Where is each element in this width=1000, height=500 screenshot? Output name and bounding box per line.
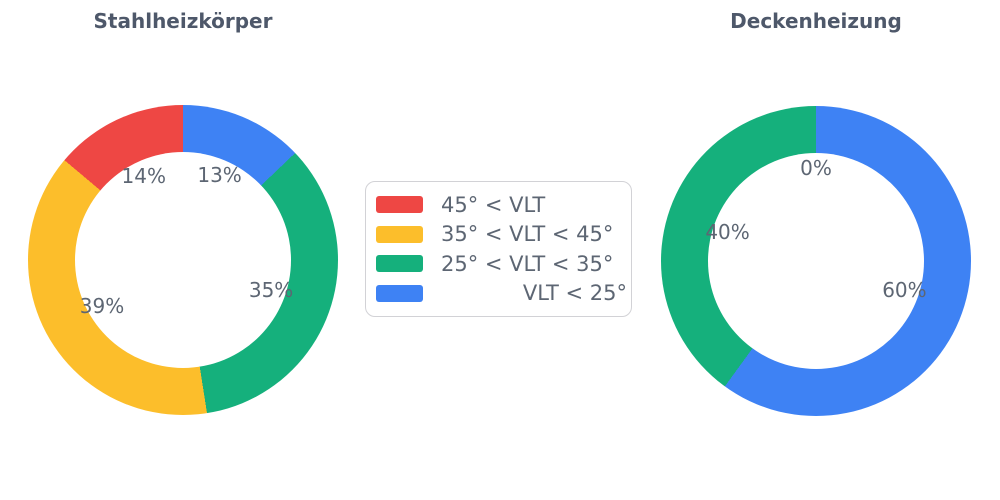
donut-hole: [75, 152, 291, 368]
legend-row: VLT < 25°: [376, 279, 631, 309]
percent-label: 35%: [248, 277, 294, 302]
percent-label: 40%: [705, 220, 750, 245]
legend: 45° < VLT 35° < VLT < 45° 25° < VLT < 35…: [365, 181, 632, 317]
percent-label: 39%: [79, 293, 125, 318]
legend-row: 25° < VLT < 35°: [376, 249, 631, 279]
legend-swatch-yellow: [376, 225, 423, 243]
percent-label: 0%: [800, 156, 832, 180]
legend-label: 35° < VLT < 45°: [441, 222, 614, 247]
percent-label: 14%: [121, 163, 166, 188]
legend-swatch-red: [376, 196, 423, 214]
legend-row: 45° < VLT: [376, 190, 631, 220]
legend-label: 25° < VLT < 35°: [441, 251, 614, 276]
percent-label: 13%: [197, 162, 242, 187]
legend-swatch-blue: [376, 284, 423, 302]
donut-chart-left: 14% 39% 35% 13%: [28, 105, 338, 415]
percent-label: 60%: [882, 277, 927, 302]
legend-row: 35° < VLT < 45°: [376, 220, 631, 250]
chart-title-right: Deckenheizung: [730, 9, 902, 33]
chart-title-left: Stahlheizkörper: [93, 9, 273, 33]
donut-hole: [708, 153, 924, 369]
legend-label: VLT < 25°: [522, 281, 627, 306]
donut-chart-right: 0% 40% 60%: [661, 106, 971, 416]
legend-swatch-green: [376, 255, 423, 273]
legend-label: 45° < VLT: [441, 192, 546, 217]
